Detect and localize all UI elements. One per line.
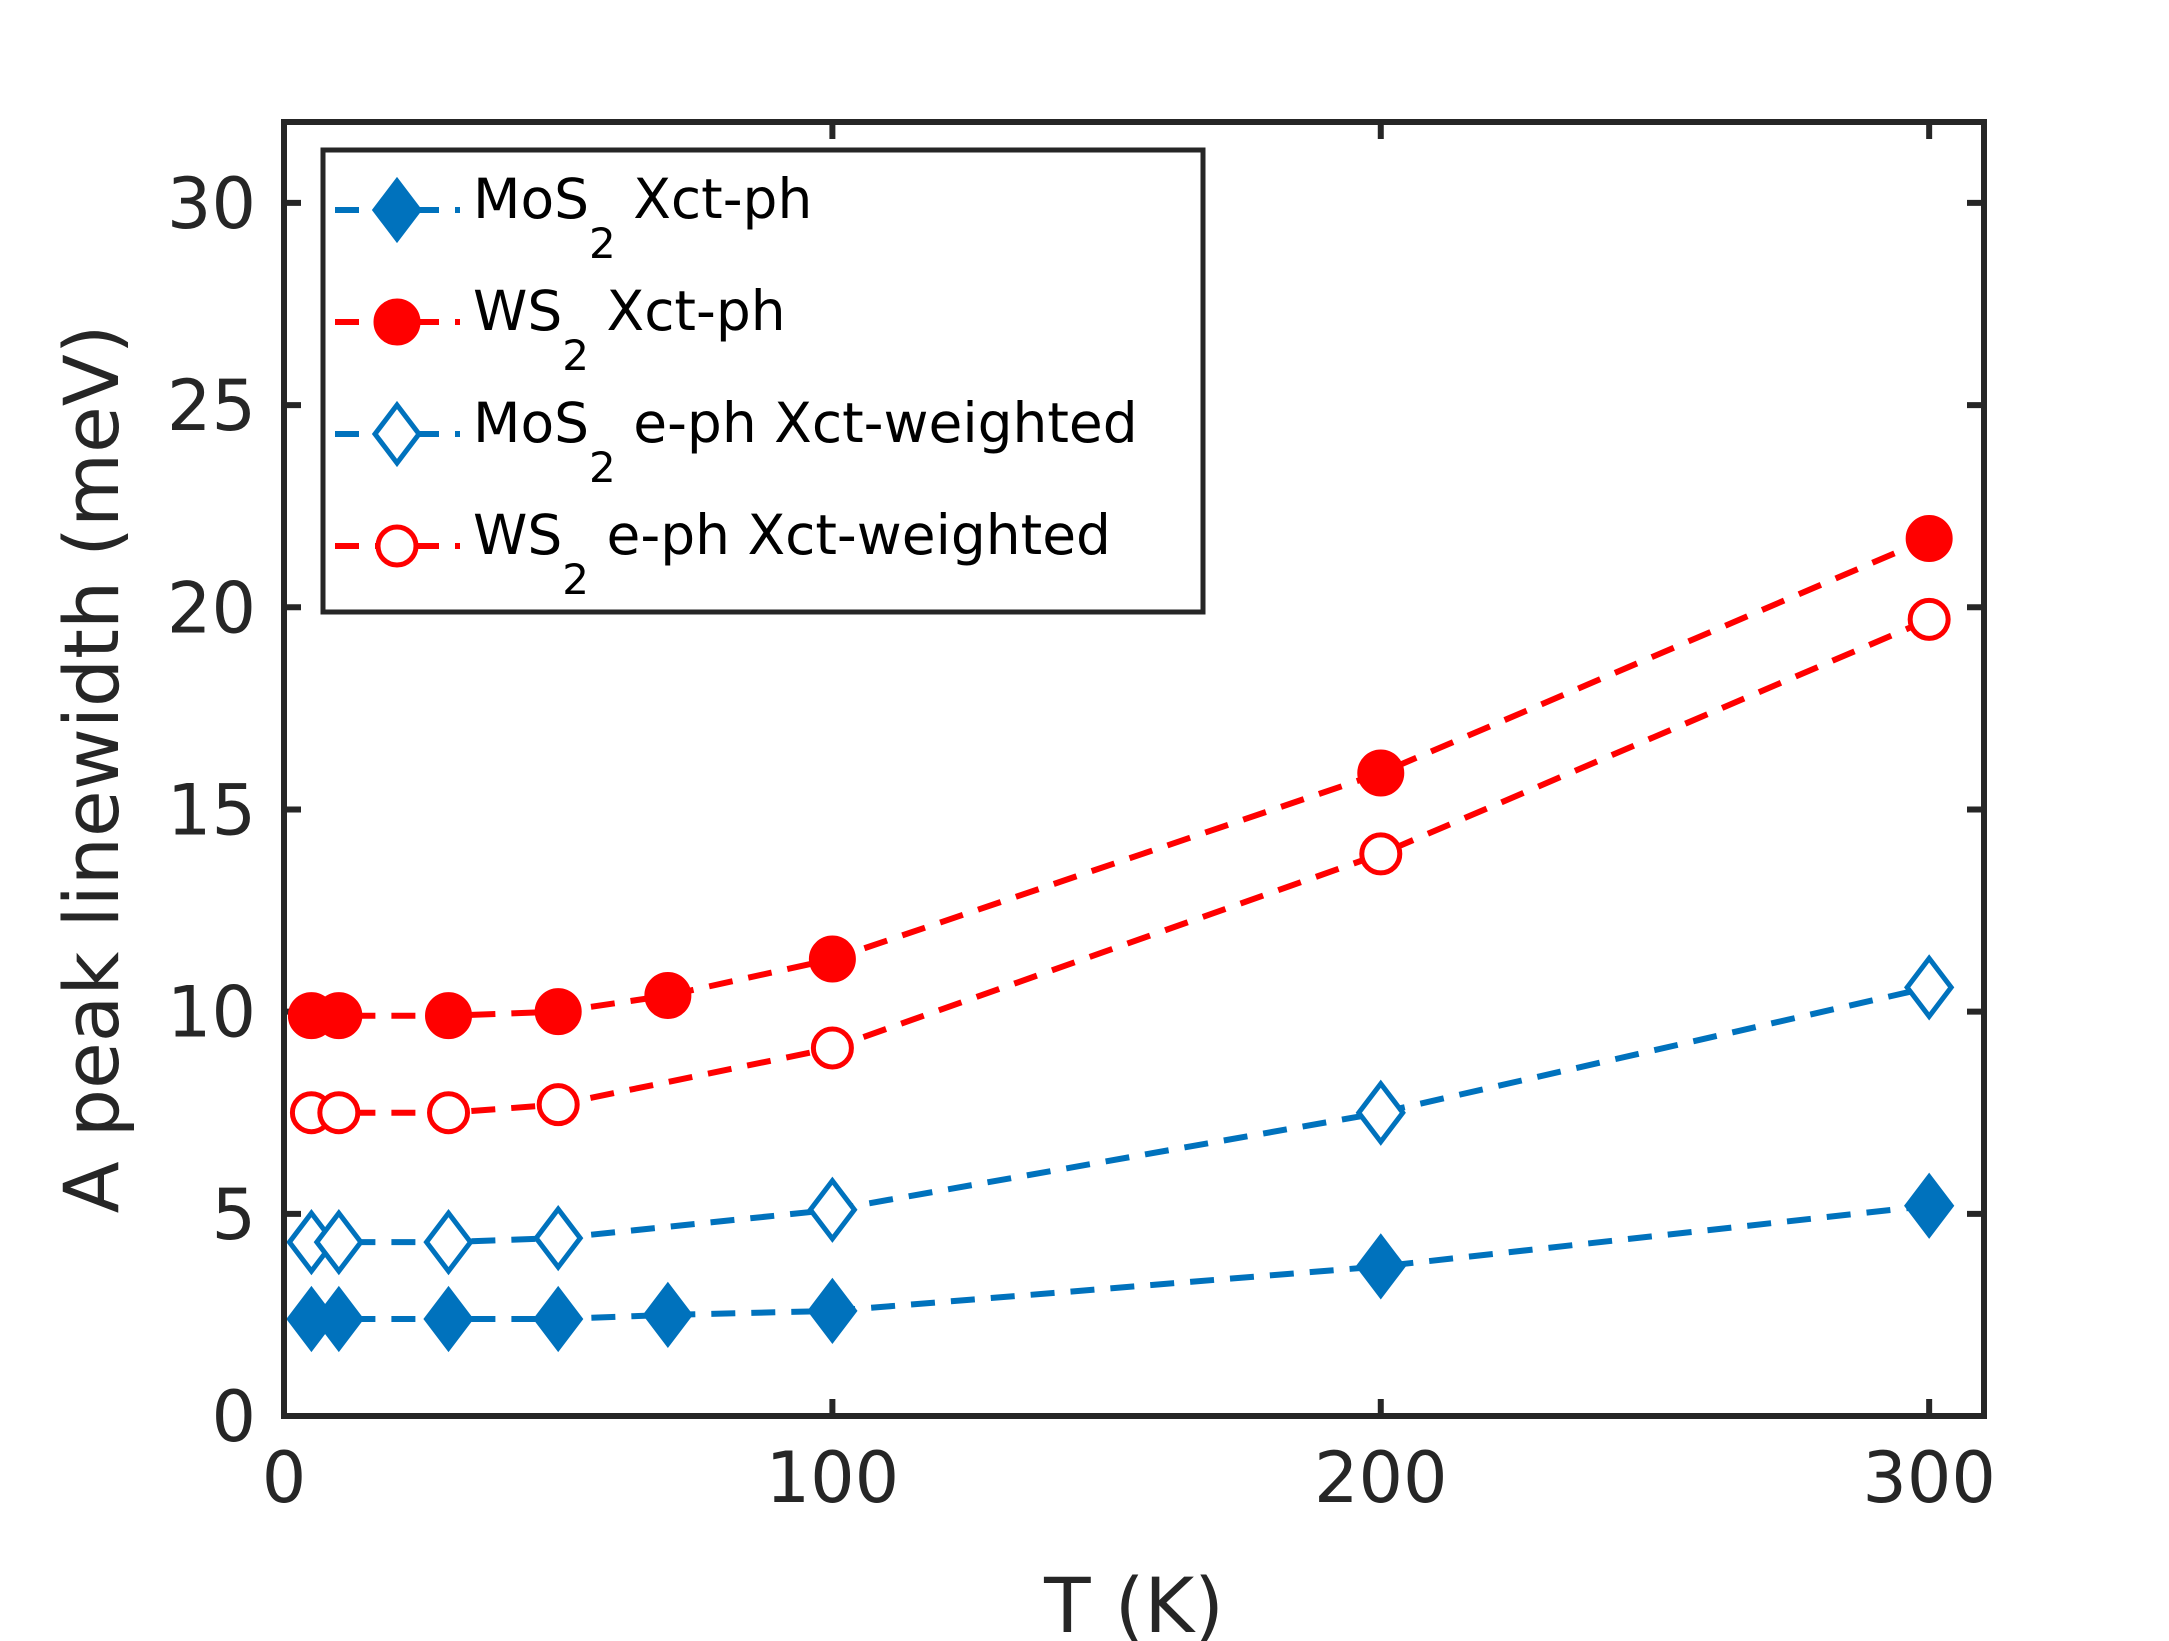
y-tick-label: 15 xyxy=(167,769,256,851)
legend-marker xyxy=(371,400,423,468)
data-point xyxy=(536,1083,580,1127)
plot-area-frame xyxy=(281,119,1987,1419)
data-point xyxy=(810,1026,854,1070)
series-1 xyxy=(286,1172,1955,1353)
data-point xyxy=(808,935,856,983)
x-tick-label: 0 xyxy=(262,1437,307,1519)
y-axis-label: A peak linewidth (meV) xyxy=(47,325,136,1214)
legend-marker xyxy=(371,176,423,244)
data-point xyxy=(1359,832,1403,876)
y-tick-label: 0 xyxy=(211,1376,256,1458)
legend-label: WS2 e-ph Xct-weighted xyxy=(473,503,1111,604)
data-point xyxy=(1355,1079,1406,1146)
legend-marker xyxy=(373,298,421,346)
tick-labels: 0 100 200 300 0 5 10 15 20 25 30 xyxy=(167,163,1996,1519)
x-tick-label: 100 xyxy=(766,1437,900,1519)
data-point xyxy=(807,1277,858,1344)
y-tick-label: 30 xyxy=(167,163,256,245)
data-point xyxy=(423,1285,474,1353)
legend-item: WS2 Xct-ph xyxy=(335,279,786,380)
legend-item: MoS2 Xct-ph xyxy=(335,167,812,268)
legend-label: WS2 Xct-ph xyxy=(473,279,786,380)
y-tick-label: 5 xyxy=(211,1174,256,1256)
data-point xyxy=(534,988,582,1036)
y-tick-label: 10 xyxy=(167,972,256,1054)
legend-label: MoS2 Xct-ph xyxy=(473,167,812,268)
legend-item: WS2 e-ph Xct-weighted xyxy=(335,503,1111,604)
series-4 xyxy=(289,597,1951,1135)
series-2 xyxy=(287,515,1953,1040)
data-point xyxy=(644,971,692,1019)
data-point xyxy=(1907,597,1951,641)
series-line xyxy=(311,616,1931,1116)
legend: MoS2 Xct-ph WS2 Xct-ph MoS2 e-ph Xct-weigh… xyxy=(320,147,1206,615)
x-tick-label: 200 xyxy=(1314,1437,1448,1519)
data-point xyxy=(313,1208,364,1276)
data-point xyxy=(533,1285,584,1353)
legend-label: MoS2 e-ph Xct-weighted xyxy=(473,391,1138,492)
data-point xyxy=(423,1208,474,1276)
data-point xyxy=(1357,749,1405,797)
y-tick-label: 25 xyxy=(167,365,256,447)
data-point xyxy=(1355,1233,1406,1300)
data-point xyxy=(427,1091,471,1135)
data-point xyxy=(425,992,473,1040)
data-point xyxy=(313,1285,364,1353)
legend-marker xyxy=(375,524,419,568)
x-tick-label: 300 xyxy=(1862,1437,1996,1519)
data-point xyxy=(807,1176,858,1243)
data-point xyxy=(1904,954,1955,1021)
y-tick-label: 20 xyxy=(167,567,256,649)
series-3 xyxy=(286,954,1955,1276)
legend-item: MoS2 e-ph Xct-weighted xyxy=(335,391,1138,492)
data-point xyxy=(533,1204,584,1272)
data-point xyxy=(1904,1172,1955,1239)
legend-box xyxy=(320,147,1206,615)
x-axis-label: T (K) xyxy=(1043,1561,1224,1641)
data-point xyxy=(1905,515,1953,563)
plot-series xyxy=(286,515,1955,1353)
data-point xyxy=(317,1091,361,1135)
data-point xyxy=(315,992,363,1040)
data-point xyxy=(642,1281,694,1349)
